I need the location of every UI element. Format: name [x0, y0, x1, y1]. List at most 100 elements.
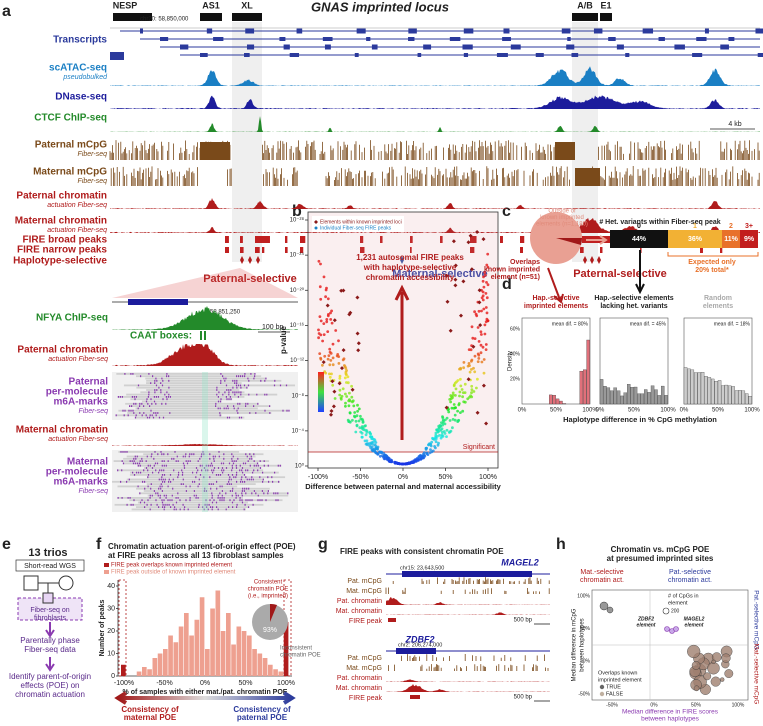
label: 100%: [744, 408, 760, 414]
histogram-bar: [194, 619, 200, 676]
scatter-point: [344, 366, 348, 370]
scatter-point: [331, 383, 335, 387]
exon: [462, 44, 473, 50]
exon: [642, 28, 654, 34]
scatter-point: [458, 390, 462, 394]
histogram-bar: [220, 631, 226, 676]
histogram-bar: [163, 649, 168, 676]
exon: [324, 44, 331, 50]
scatter-point: [664, 626, 670, 632]
label: 20: [107, 628, 115, 635]
label: Consistent: [254, 580, 283, 586]
label: FALSE: [606, 691, 623, 697]
pie-slice: [556, 238, 582, 245]
scatter-point: [360, 431, 364, 435]
size-legend: [662, 607, 670, 615]
imprinted-point: [356, 341, 361, 346]
methylation-track: [385, 587, 550, 594]
scatter-point: [429, 448, 432, 451]
label: elements: [703, 303, 733, 310]
gene-box: [113, 13, 152, 21]
histogram-bar: [616, 390, 621, 405]
track-label: Mat. chromatin: [336, 685, 382, 692]
legend-swatch: [104, 563, 109, 567]
label: per-molecule: [46, 467, 109, 478]
peak: [580, 247, 584, 253]
m6a-marks: [137, 407, 239, 410]
label: m6A-marks: [54, 477, 109, 488]
scatter-point: [387, 457, 391, 460]
scatter-point: [348, 411, 352, 415]
scatter-point: [321, 363, 324, 367]
molecule: [135, 407, 258, 410]
scatter-point: [470, 391, 473, 395]
scatter-point: [322, 275, 326, 279]
label: chr15: 23,643,500: [400, 565, 444, 571]
scatter-point: [481, 290, 485, 294]
label: Median difference in FIRE scores: [622, 709, 719, 716]
scatter-point: [437, 424, 441, 428]
imprinted-point: [329, 412, 333, 417]
scatter-point: [448, 398, 452, 401]
scatter-point: [485, 296, 489, 300]
histogram-bar: [664, 395, 668, 405]
signal-track: [110, 198, 760, 209]
label: 100%: [582, 408, 598, 414]
scatter-point: [345, 369, 348, 372]
scatter-point: [480, 333, 483, 336]
scatter-point: [691, 661, 701, 670]
axis-label: p-value: [279, 325, 288, 354]
scatter-point: [368, 444, 372, 448]
exon: [463, 28, 474, 34]
bracket: [667, 252, 759, 257]
scatter-point: [473, 310, 476, 314]
track-sublabel: actuation Fiber-seq: [47, 202, 107, 209]
scatter-point: [394, 461, 397, 465]
scatter-point: [441, 423, 444, 427]
label: % of samples with either mat./pat. chrom…: [123, 689, 288, 696]
label: 100 bp: [262, 324, 284, 331]
molecule: [137, 464, 282, 467]
histogram-bar: [620, 395, 624, 405]
imprinted-point: [330, 379, 335, 384]
scatter-point: [479, 343, 483, 347]
histogram-bar: [683, 367, 688, 405]
label: maternal POE: [124, 713, 177, 722]
scatter-point: [673, 626, 679, 632]
scatter-point: [327, 313, 330, 316]
histogram-bar: [241, 631, 247, 676]
histogram-bar: [173, 642, 179, 676]
peak: [440, 236, 443, 243]
label: Overlaps known: [598, 670, 637, 676]
scatter-point: [346, 418, 350, 422]
scatter-point: [353, 415, 357, 419]
histogram-bar: [178, 626, 184, 676]
scatter-point: [347, 404, 351, 408]
histogram-bar: [704, 376, 708, 405]
peak: [470, 247, 475, 253]
scatter-point: [331, 363, 335, 367]
haplotype-marker: [583, 256, 587, 264]
exon: [510, 44, 521, 50]
scatter-point: [352, 404, 356, 408]
scatter-point: [473, 337, 477, 340]
scatter-point: [318, 285, 322, 289]
molecule: [135, 506, 249, 508]
scatter-point: [358, 426, 362, 430]
scatter-point: [374, 450, 377, 454]
scatter-point: [415, 457, 419, 460]
haplotype-marker: [400, 256, 404, 264]
histogram-bar: [199, 597, 205, 676]
label: 0: [637, 223, 641, 230]
scatter-point: [319, 333, 323, 337]
label: 0%: [200, 680, 210, 687]
scatter-point: [378, 450, 381, 454]
bar-segment: [740, 230, 758, 248]
panel-label: b: [292, 203, 302, 220]
histogram-bar: [579, 370, 584, 405]
scatter-point: [468, 364, 471, 367]
histogram-bar: [644, 389, 648, 405]
molecule: [127, 412, 272, 414]
scatter-point: [461, 409, 465, 413]
label: 10⁰: [295, 463, 305, 470]
